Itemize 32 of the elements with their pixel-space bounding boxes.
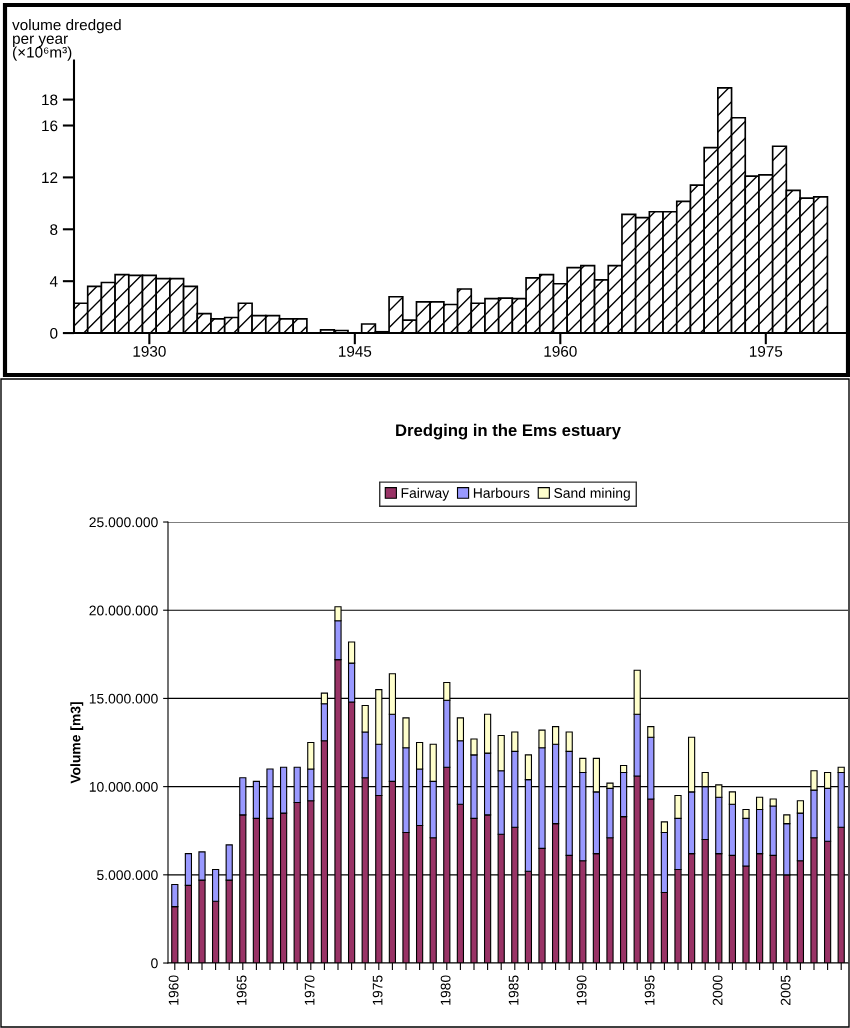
y-axis-title: Volume [m3] bbox=[70, 702, 84, 784]
y-tick-label: 12 bbox=[42, 172, 58, 183]
x-tick-label: 1990 bbox=[576, 975, 587, 1005]
y-tick-label: 0 bbox=[151, 958, 158, 969]
y-tick-label: 0 bbox=[50, 327, 58, 339]
x-tick-label: 1930 bbox=[133, 345, 166, 357]
x-tick-label: 1985 bbox=[508, 975, 519, 1005]
y-tick-label: 4 bbox=[49, 276, 58, 287]
x-tick-label: 1975 bbox=[749, 345, 783, 357]
chart-title: Dredging in the Ems estuary bbox=[396, 423, 621, 440]
x-tick-label: 1980 bbox=[440, 975, 451, 1005]
legend-label: Harbours bbox=[473, 487, 530, 498]
y-tick-label: 5.000.000 bbox=[97, 870, 158, 880]
y-tick-label: 16 bbox=[42, 120, 58, 132]
x-tick-label: 1945 bbox=[339, 345, 372, 357]
y-axis-title: volume dredged per year (×10⁶m³) bbox=[12, 19, 121, 61]
legend-label: Fairway bbox=[401, 487, 450, 501]
x-tick-label: 1960 bbox=[544, 345, 577, 357]
y-tick-label: 10.000.000 bbox=[89, 781, 158, 792]
x-tick-label: 2000 bbox=[712, 975, 723, 1006]
x-tick-label: 2005 bbox=[780, 975, 791, 1006]
y-tick-label: 25.000.000 bbox=[89, 517, 158, 528]
x-tick-label: 1970 bbox=[304, 975, 315, 1005]
x-tick-label: 1965 bbox=[236, 975, 247, 1005]
y-tick-label: 8 bbox=[50, 224, 58, 235]
x-tick-label: 1960 bbox=[168, 975, 179, 1005]
x-tick-label: 1975 bbox=[372, 975, 383, 1005]
x-tick-label: 1995 bbox=[644, 975, 655, 1005]
y-tick-label: 18 bbox=[42, 94, 58, 106]
legend-label: Sand mining bbox=[554, 487, 630, 501]
y-tick-label: 15.000.000 bbox=[89, 693, 158, 704]
y-tick-label: 20.000.000 bbox=[89, 605, 158, 616]
